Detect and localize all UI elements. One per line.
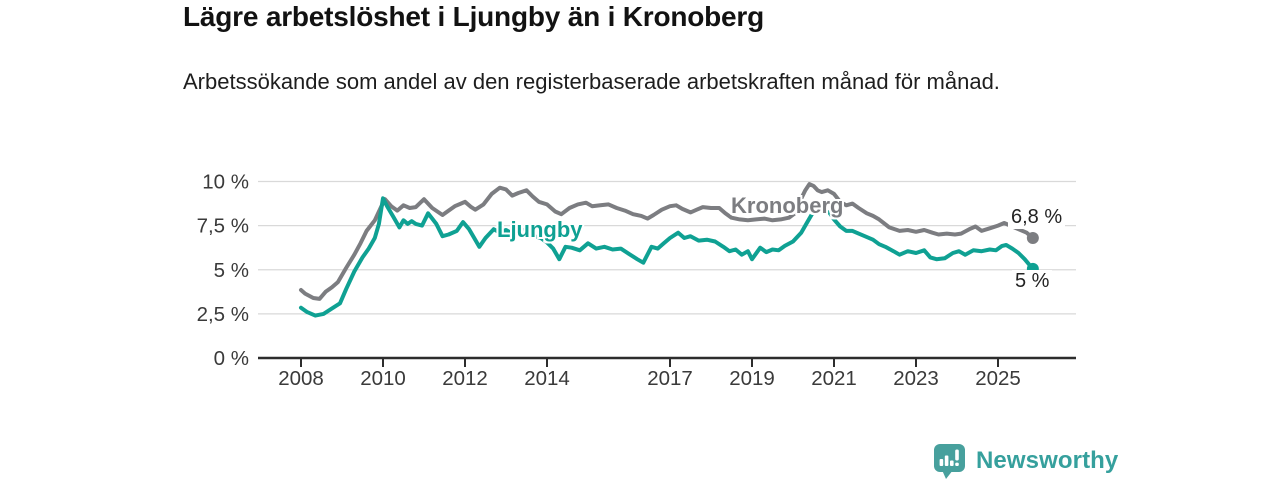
x-tick-label: 2019 — [729, 367, 775, 390]
series-label-kronoberg: Kronoberg — [731, 193, 844, 218]
y-tick-label: 7,5 % — [197, 215, 249, 238]
chart-subtitle: Arbetssökande som andel av den registerb… — [183, 69, 1000, 94]
x-tick-label: 2014 — [524, 367, 570, 390]
end-dot-kronoberg — [1026, 231, 1039, 244]
y-tick-label: 0 % — [214, 347, 249, 370]
chart-title: Lägre arbetslöshet i Ljungby än i Kronob… — [183, 1, 765, 32]
newsworthy-logo-text: Newsworthy — [976, 447, 1119, 474]
x-tick-label: 2017 — [647, 367, 693, 390]
series-label-ljungby: Ljungby — [497, 217, 583, 242]
series-line-ljungby — [299, 196, 1035, 318]
end-value-kronoberg: 6,8 % — [1008, 206, 1066, 229]
x-tick-label: 2025 — [975, 367, 1021, 390]
newsworthy-logo[interactable]: Newsworthy — [933, 443, 1118, 479]
y-tick-label: 5 % — [214, 259, 249, 282]
x-tick-label: 2010 — [360, 367, 406, 390]
end-value-ljungby: 5 % — [1012, 270, 1053, 293]
y-tick-label: 10 % — [202, 171, 249, 194]
y-tick-label: 2,5 % — [197, 303, 249, 326]
x-tick-label: 2023 — [893, 367, 939, 390]
x-tick-label: 2012 — [442, 367, 488, 390]
x-tick-label: 2021 — [811, 367, 857, 390]
speech-bubble-bar-chart-icon — [934, 444, 965, 479]
x-tick-label: 2008 — [278, 367, 324, 390]
series-line-kronoberg — [299, 182, 1035, 301]
